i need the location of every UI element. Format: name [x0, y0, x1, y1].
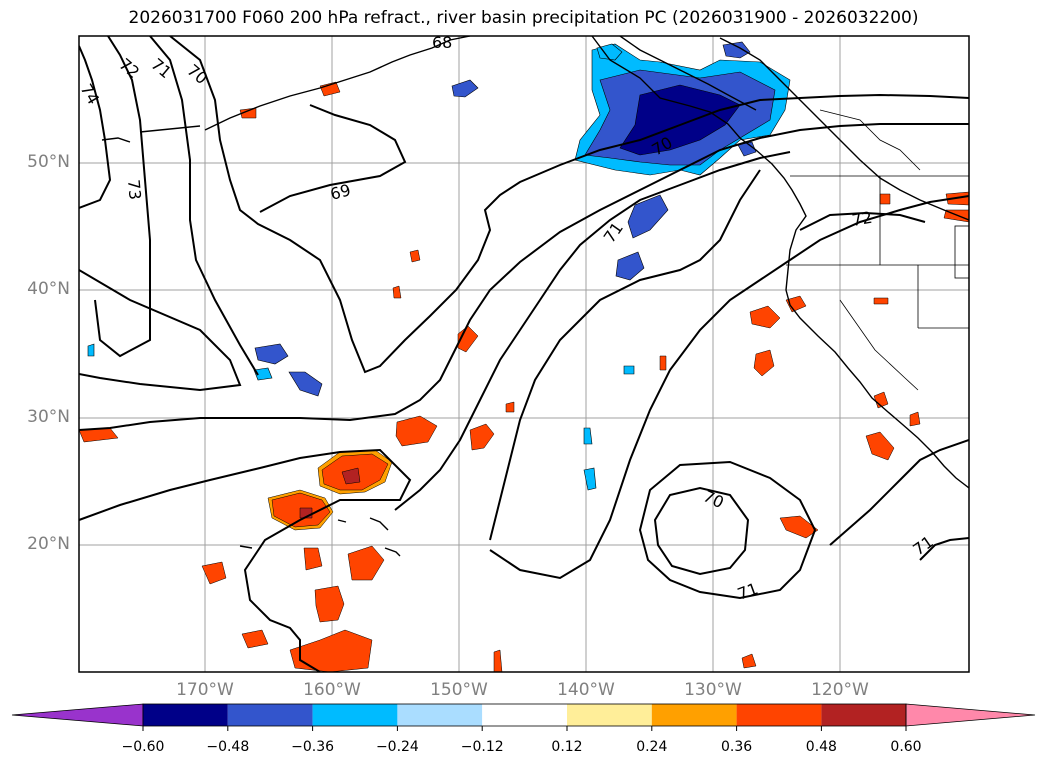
positive-anomaly-region: [505, 401, 515, 413]
colorbar-extend-max: [905, 703, 1036, 727]
negative-anomaly-region: [254, 343, 289, 365]
colorbar-segment: [821, 704, 907, 726]
negative-precip-shading: [87, 41, 791, 491]
positive-anomaly-region: [347, 545, 385, 581]
colorbar: [11, 703, 1036, 731]
positive-anomaly-region: [314, 585, 345, 623]
longitude-label: 120°W: [811, 680, 869, 700]
positive-anomaly-region: [659, 355, 667, 371]
contour-label: 71: [147, 55, 175, 83]
colorbar-segment: [397, 704, 483, 726]
longitude-label: 160°W: [303, 680, 361, 700]
negative-anomaly-region: [583, 467, 597, 491]
colorbar-tick-label: 0.60: [890, 739, 922, 755]
latitude-label: 20°N: [27, 534, 70, 554]
positive-anomaly-region: [289, 629, 373, 672]
positive-anomaly-region: [873, 297, 889, 305]
contour-label: 72: [115, 55, 143, 83]
negative-anomaly-region: [623, 365, 635, 375]
positive-anomaly-region: [319, 81, 341, 97]
contour-labels: 68 70 71 72 74 73 69 70 71 72 70 71 71: [77, 33, 937, 604]
positive-anomaly-region: [779, 515, 819, 539]
contour-label: 69: [328, 180, 353, 204]
positive-anomaly-region: [395, 415, 438, 447]
colorbar-segment: [227, 704, 313, 726]
positive-anomaly-region: [469, 423, 495, 451]
positive-anomaly-region: [749, 305, 781, 329]
latitude-label: 30°N: [27, 407, 70, 427]
colorbar-tick-label: 0.12: [551, 739, 583, 755]
positive-anomaly-region: [493, 649, 503, 672]
negative-anomaly-region: [87, 343, 95, 357]
negative-anomaly-region: [615, 251, 645, 281]
contour-label: 72: [850, 208, 873, 230]
positive-anomaly-region: [201, 561, 227, 585]
state-borders: [786, 109, 969, 391]
positive-anomaly-region: [909, 411, 921, 427]
map-title: 2026031700 F060 200 hPa refract., river …: [128, 8, 919, 28]
negative-anomaly-region: [451, 79, 479, 98]
positive-anomaly-region: [741, 653, 757, 669]
colorbar-segment: [736, 704, 822, 726]
positive-anomaly-region: [879, 193, 891, 205]
colorbar-tick-label: 0.48: [805, 739, 837, 755]
positive-anomaly-region: [341, 467, 361, 485]
negative-anomaly-region: [627, 194, 669, 239]
negative-anomaly-region: [288, 371, 323, 397]
colorbar-segment: [312, 704, 398, 726]
positive-anomaly-region: [409, 249, 421, 263]
colorbar-segment: [567, 704, 652, 726]
latitude-label: 50°N: [27, 152, 70, 172]
negative-anomaly-region: [253, 367, 273, 381]
positive-anomaly-region: [873, 391, 889, 409]
positive-anomaly-region: [753, 349, 775, 377]
positive-anomaly-region: [785, 295, 807, 313]
colorbar-tick-label: −0.12: [460, 739, 504, 755]
colorbar-tick-label: −0.24: [375, 739, 419, 755]
contour-label: 70: [183, 61, 211, 89]
colorbar-tick-label: −0.48: [206, 739, 250, 755]
colorbar-tick-label: −0.36: [291, 739, 335, 755]
colorbar-segment: [482, 704, 567, 726]
contour-label: 73: [124, 179, 145, 201]
map-frame: [78, 35, 970, 673]
coastlines: [101, 36, 969, 557]
negative-anomaly-region: [583, 427, 593, 445]
colorbar-extend-min: [11, 703, 144, 727]
colorbar-tick-label: −0.60: [121, 739, 165, 755]
positive-anomaly-region: [241, 629, 269, 649]
contour-label: 70: [700, 486, 726, 512]
negative-anomaly-region: [722, 41, 751, 59]
negative-anomaly-region: [619, 84, 741, 156]
latitude-label: 40°N: [27, 279, 70, 299]
positive-anomaly-region: [239, 107, 257, 119]
colorbar-segment: [143, 704, 228, 726]
longitude-label: 170°W: [176, 680, 234, 700]
positive-anomaly-region: [392, 285, 402, 299]
longitude-label: 130°W: [684, 680, 742, 700]
positive-anomaly-region: [303, 547, 323, 571]
contour-label: 71: [735, 579, 761, 604]
longitude-label: 150°W: [430, 680, 488, 700]
positive-anomaly-region: [865, 431, 895, 461]
contour-label: 68: [432, 33, 452, 52]
longitude-label: 140°W: [557, 680, 615, 700]
colorbar-tick-label: 0.24: [636, 739, 668, 755]
refractivity-contours: [79, 36, 969, 672]
contour-label: 71: [600, 219, 627, 247]
colorbar-tick-label: 0.36: [721, 739, 753, 755]
negative-anomaly-region: [596, 43, 623, 61]
contour-label: 71: [909, 532, 937, 559]
positive-precip-shading: [79, 81, 969, 672]
colorbar-segment: [651, 704, 737, 726]
